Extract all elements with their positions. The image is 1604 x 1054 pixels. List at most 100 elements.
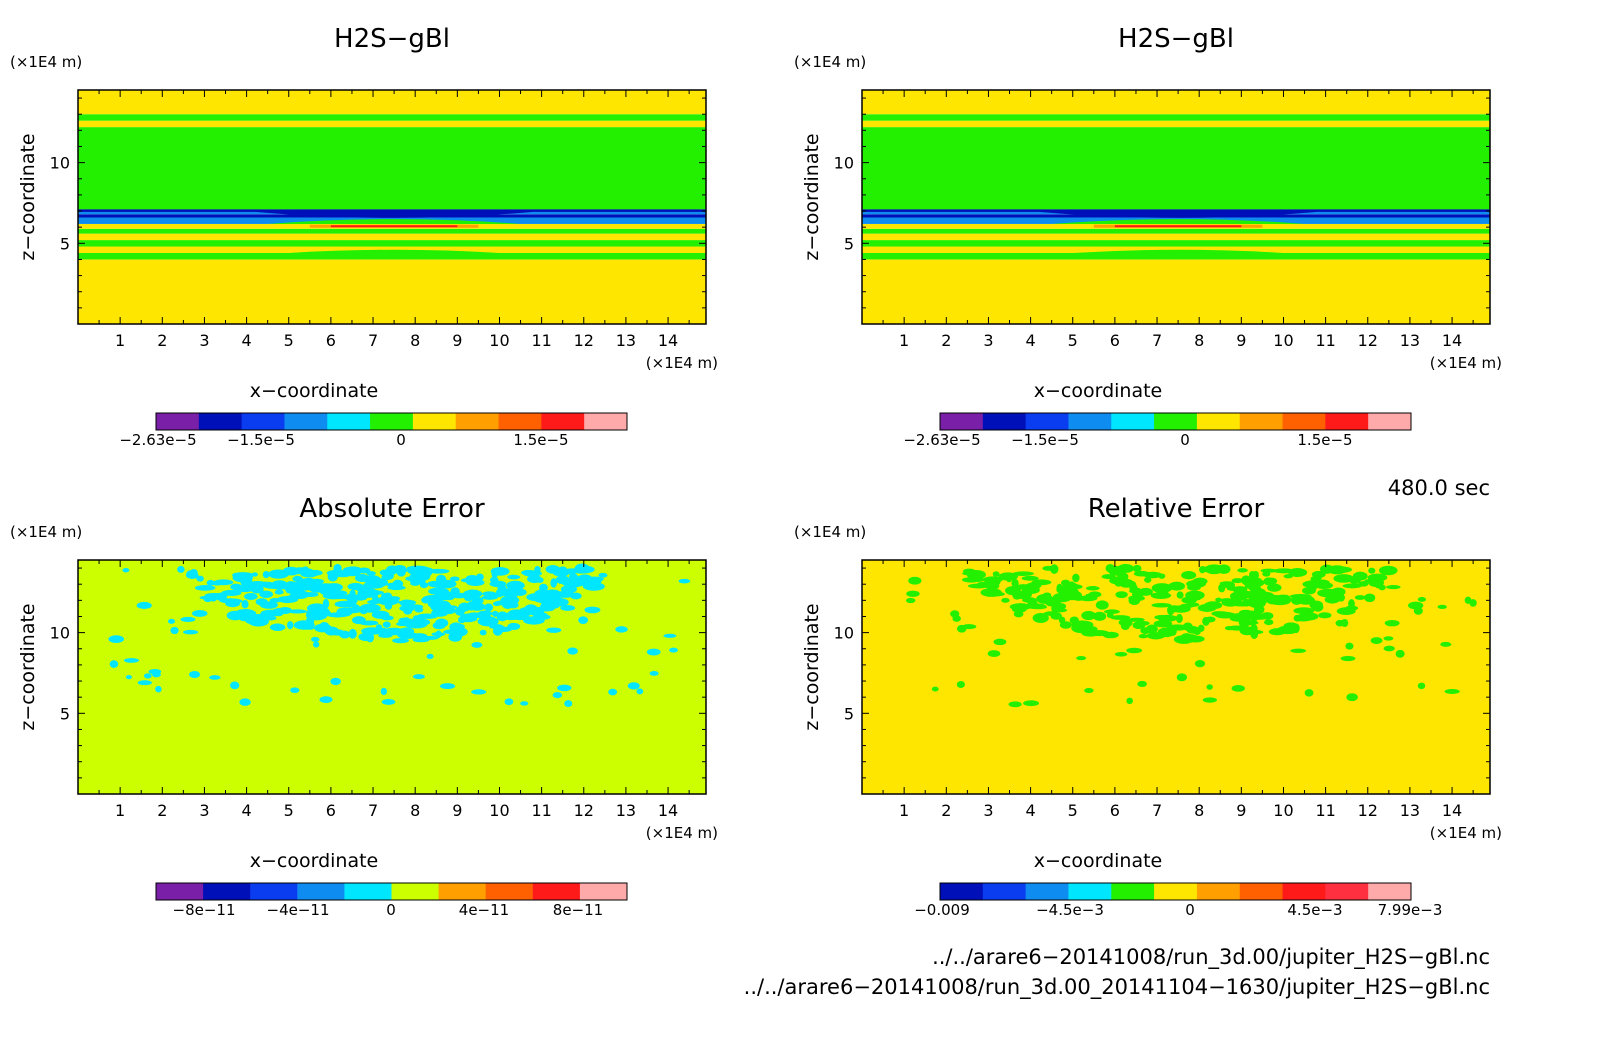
x-tick-label: 4 <box>1025 331 1035 350</box>
data-cell <box>1314 579 1330 586</box>
data-cell <box>1226 586 1243 592</box>
x-tick-label: 5 <box>1068 801 1078 820</box>
data-cell <box>1383 636 1394 641</box>
data-cell <box>1220 598 1234 603</box>
data-cell <box>366 571 376 576</box>
data-band <box>862 90 1490 115</box>
data-cell <box>1440 641 1452 647</box>
x-tick-label: 1 <box>115 331 125 350</box>
x-tick-label: 7 <box>368 331 378 350</box>
x-tick-label: 4 <box>241 331 251 350</box>
z-axis-label: z−coordinate <box>801 603 823 730</box>
colorbar-cell <box>438 883 487 900</box>
data-cell <box>1105 563 1115 573</box>
data-cell <box>546 627 562 633</box>
data-cell <box>574 577 589 583</box>
data-cell <box>956 624 967 633</box>
data-cell <box>337 608 345 613</box>
data-cell <box>554 591 575 598</box>
data-cell <box>980 588 1002 597</box>
x-tick-label: 2 <box>157 801 167 820</box>
data-cell <box>1194 660 1206 668</box>
data-cell <box>536 577 544 583</box>
data-cell <box>358 567 371 574</box>
chart-panel-3: Absolute Error(×1E4 m)1 2 3 4 5 6 7 8 9 10 11 12 13 1… <box>10 494 718 919</box>
data-cell <box>1181 625 1199 631</box>
data-cell <box>956 680 965 689</box>
data-cell <box>1176 591 1184 599</box>
data-cell <box>1032 613 1049 624</box>
chart-title: Relative Error <box>1088 494 1265 524</box>
x-tick-label: 3 <box>199 801 209 820</box>
data-cell <box>636 688 644 695</box>
data-cell <box>1085 586 1100 591</box>
data-cell <box>1176 613 1183 624</box>
data-cell <box>507 574 521 580</box>
x-unit-label: (×1E4 m) <box>646 354 718 372</box>
colorbar-cell <box>412 413 457 430</box>
data-cell <box>1378 565 1398 576</box>
data-cell <box>292 575 303 583</box>
data-cell <box>356 586 373 593</box>
data-cell <box>1008 701 1022 708</box>
data-cell <box>380 595 393 605</box>
data-cell <box>1346 693 1358 702</box>
data-cell <box>507 622 521 630</box>
data-cell <box>608 688 618 696</box>
data-band <box>330 225 458 228</box>
data-cell <box>669 647 678 653</box>
data-cell <box>1061 588 1078 594</box>
data-cell <box>1337 593 1345 602</box>
data-cell <box>466 601 476 611</box>
data-cell <box>952 615 961 622</box>
data-cell <box>1260 612 1274 620</box>
data-cell <box>1181 596 1197 604</box>
data-cell <box>1158 619 1168 625</box>
data-cell <box>244 593 258 601</box>
data-cell <box>269 598 282 603</box>
data-cell <box>1354 595 1366 600</box>
data-cell <box>993 638 1007 646</box>
data-cell <box>598 572 608 578</box>
data-cell <box>123 658 140 663</box>
data-cell <box>646 648 661 656</box>
data-cell <box>492 626 503 636</box>
x-axis-label: x−coordinate <box>1034 380 1163 402</box>
data-cell <box>1293 607 1315 615</box>
data-cell <box>422 594 444 603</box>
x-tick-label: 14 <box>658 331 678 350</box>
data-band <box>78 240 706 247</box>
x-tick-label: 5 <box>1068 331 1078 350</box>
data-cell <box>1115 591 1128 599</box>
data-cell <box>239 698 251 706</box>
data-cell <box>1132 564 1142 573</box>
z-axis-label: z−coordinate <box>801 133 823 260</box>
data-cell <box>987 650 1001 658</box>
data-cell <box>108 635 124 643</box>
data-cell <box>1218 583 1226 593</box>
x-tick-label: 3 <box>983 801 993 820</box>
x-tick-label: 8 <box>410 801 420 820</box>
data-cell <box>1290 595 1303 605</box>
z-unit-label: (×1E4 m) <box>794 53 866 71</box>
data-cell <box>552 692 563 699</box>
data-cell <box>1126 647 1143 654</box>
data-cell <box>405 621 428 629</box>
colorbar-tick-label: 0 <box>1180 431 1190 449</box>
data-cell <box>534 589 553 597</box>
data-cell <box>663 633 677 638</box>
colorbar-cell <box>982 413 1027 430</box>
data-cell <box>274 589 284 595</box>
data-cell <box>431 632 446 637</box>
x-axis-label: x−coordinate <box>1034 850 1163 872</box>
data-cell <box>1408 601 1424 610</box>
data-cell <box>1128 595 1145 602</box>
data-cell <box>1199 566 1206 574</box>
data-cell <box>1231 685 1245 692</box>
colorbar-cell <box>203 883 251 900</box>
data-cell <box>353 594 368 601</box>
data-cell <box>209 675 221 680</box>
data-cell <box>476 573 484 581</box>
data-cell <box>1117 563 1135 573</box>
data-cell <box>136 601 152 609</box>
